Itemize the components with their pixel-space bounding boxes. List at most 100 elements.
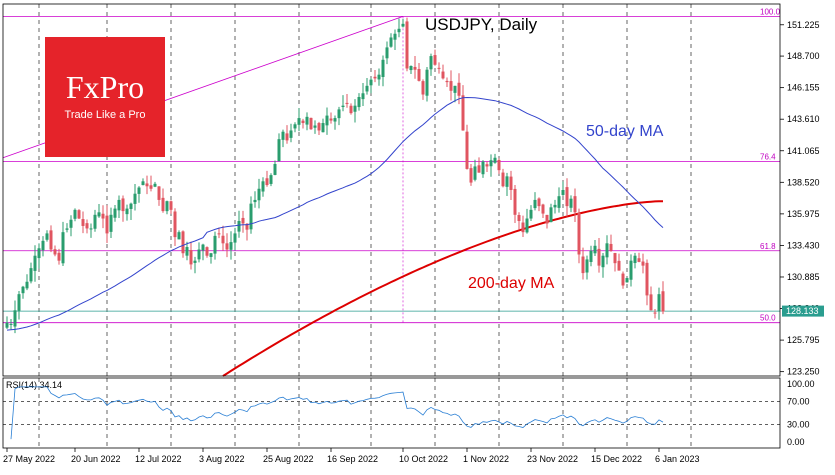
candle-body	[133, 193, 137, 204]
candle-body	[281, 131, 285, 140]
candle-body	[405, 21, 409, 69]
candle-body	[213, 235, 217, 254]
candle-body	[325, 115, 329, 126]
candle-body	[189, 250, 193, 265]
candle-body	[541, 204, 545, 214]
last-price-marker: 128.133	[782, 305, 824, 317]
candle-body	[21, 286, 25, 294]
time-tick-label: 27 May 2022	[3, 454, 55, 464]
candle-body	[41, 240, 45, 251]
time-tick-label: 10 Oct 2022	[399, 454, 448, 464]
candle-body	[193, 260, 197, 263]
candle-body	[245, 223, 249, 230]
candle-body	[97, 212, 101, 217]
candle-body	[365, 85, 369, 92]
candle-body	[537, 198, 541, 207]
candle-body	[201, 244, 205, 251]
candle-body	[273, 163, 277, 175]
candle-body	[353, 105, 357, 112]
candle-body	[441, 71, 445, 79]
candle-body	[661, 291, 665, 312]
candle-body	[317, 123, 321, 131]
time-tick-label: 16 Sep 2022	[327, 454, 378, 464]
candle-body	[565, 187, 569, 207]
candle-body	[629, 260, 633, 280]
candle-body	[533, 199, 537, 209]
candle-body	[337, 109, 341, 119]
candle-body	[293, 124, 297, 129]
chart-title: USDJPY, Daily	[425, 15, 538, 34]
candle-body	[549, 207, 553, 223]
fib-label: 76.4	[760, 152, 776, 161]
price-tick-label: 135.975	[787, 209, 820, 219]
candle-body	[173, 211, 177, 238]
candle-body	[249, 203, 253, 230]
rsi-label: RSI(14) 34.14	[6, 380, 62, 390]
candle-body	[617, 260, 621, 271]
candle-body	[421, 81, 425, 95]
candle-body	[181, 231, 185, 254]
candle-body	[221, 235, 225, 244]
candle-body	[517, 215, 521, 221]
candle-body	[205, 247, 209, 256]
candle-body	[493, 157, 497, 163]
candle-body	[125, 208, 129, 215]
candle-body	[625, 278, 629, 283]
candle-body	[197, 249, 201, 260]
candle-body	[101, 213, 105, 219]
candle-body	[345, 102, 349, 104]
candle-body	[305, 116, 309, 125]
candle-body	[609, 243, 613, 251]
candle-body	[257, 188, 261, 201]
candle-body	[9, 323, 13, 325]
candle-body	[209, 253, 213, 257]
time-tick-label: 3 Aug 2022	[199, 454, 245, 464]
candle-body	[113, 208, 117, 218]
candle-body	[585, 259, 589, 273]
candle-body	[501, 172, 505, 187]
candle-body	[481, 161, 485, 175]
candle-body	[237, 221, 241, 232]
candle-body	[393, 33, 397, 40]
candle-body	[89, 228, 93, 230]
ma200-layer	[222, 200, 664, 377]
candle-body	[53, 249, 57, 255]
rsi-panel: 100.00 70.00 30.00 0.00 RSI(14) 34.14	[3, 379, 815, 447]
candle-body	[265, 178, 269, 186]
candle-body	[177, 232, 181, 240]
candle-body	[637, 258, 641, 262]
candle-body	[169, 201, 173, 210]
candle-body	[509, 176, 513, 190]
candle-body	[453, 85, 457, 93]
time-tick-label: 23 Nov 2022	[527, 454, 578, 464]
candle-body	[37, 248, 41, 259]
candle-body	[389, 37, 393, 47]
candle-body	[149, 185, 153, 189]
candle-body	[369, 79, 373, 86]
candle-body	[5, 322, 9, 328]
time-tick-label: 25 Aug 2022	[263, 454, 314, 464]
candle-body	[417, 69, 421, 81]
candle-body	[645, 262, 649, 296]
candle-body	[105, 215, 109, 234]
candle-body	[45, 233, 49, 240]
price-axis: 151.225 148.700 146.155 143.610 141.065 138.5…	[780, 20, 820, 377]
time-axis: 27 May 2022 20 Jun 2022 12 Jul 2022 3 Aug 2…	[3, 448, 700, 464]
candle-body	[297, 118, 301, 125]
candle-body	[401, 23, 405, 27]
candle-body	[117, 199, 121, 211]
candle-body	[381, 59, 385, 78]
candle-body	[569, 198, 573, 208]
candle-body	[73, 209, 77, 219]
fxpro-logo: FxPro Trade Like a Pro	[45, 37, 165, 157]
time-tick-label: 15 Dec 2022	[591, 454, 642, 464]
rsi-tick-label: 70.00	[787, 396, 810, 406]
candle-body	[597, 248, 601, 266]
candle-body	[85, 223, 89, 229]
candle-body	[301, 120, 305, 124]
time-tick-label: 20 Jun 2022	[71, 454, 121, 464]
candle-body	[93, 214, 97, 229]
candle-body	[269, 175, 273, 184]
